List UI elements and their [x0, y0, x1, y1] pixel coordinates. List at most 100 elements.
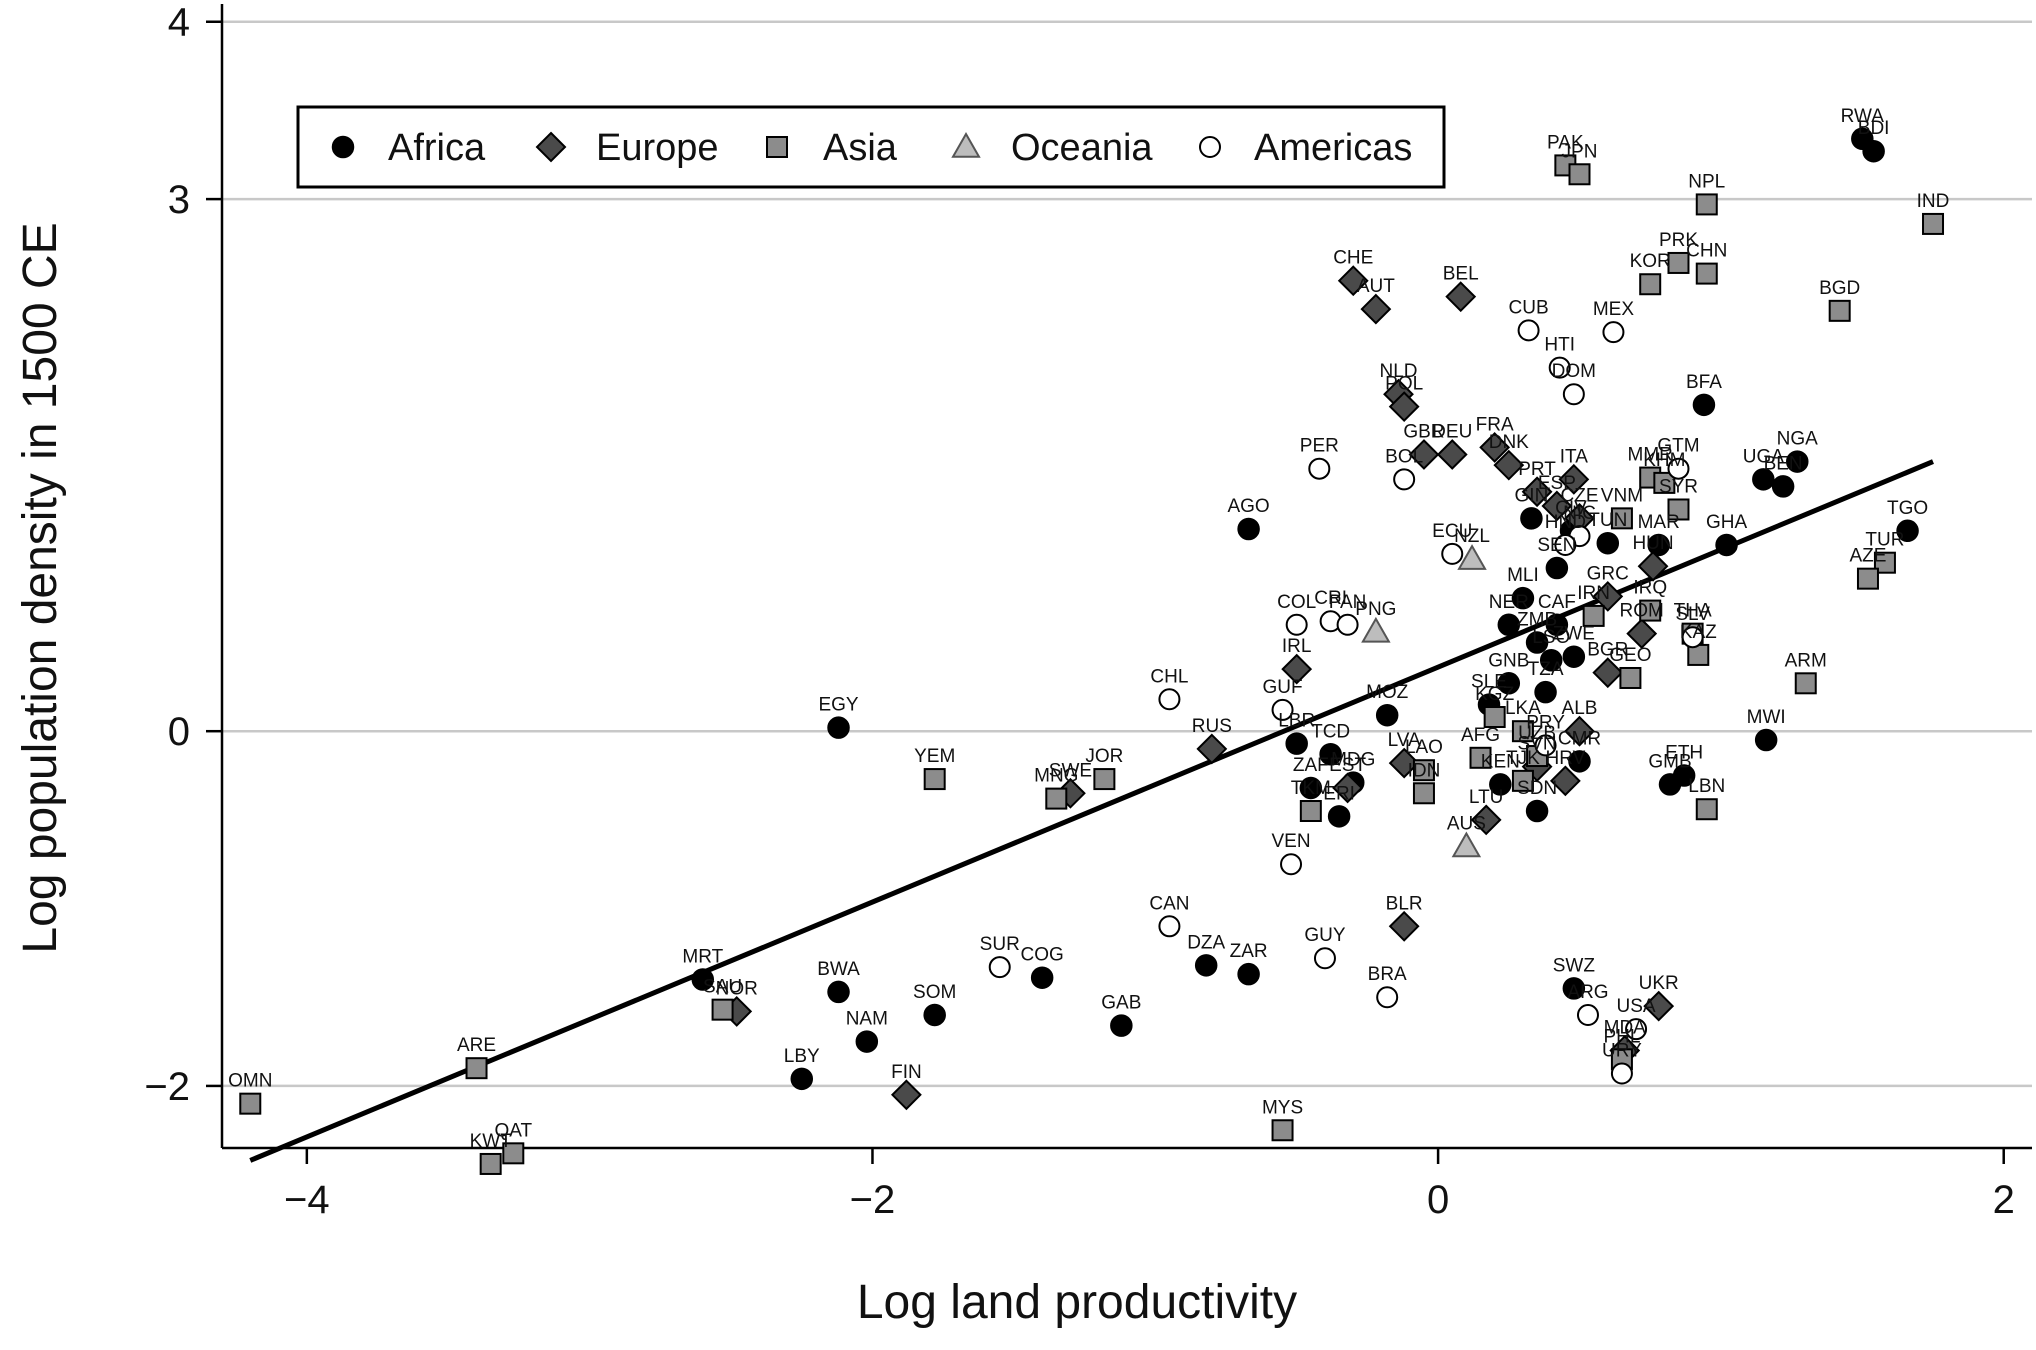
- data-point-esp: [1541, 490, 1573, 522]
- point-label-tur: TUR: [1865, 530, 1904, 551]
- data-point-uga: [1752, 468, 1775, 491]
- data-point-lao: [1412, 759, 1435, 782]
- point-label-dza: DZA: [1187, 932, 1225, 953]
- point-label-som: SOM: [913, 982, 956, 1003]
- point-label-bgr: BGR: [1587, 640, 1628, 661]
- point-label-fra: FRA: [1476, 414, 1514, 435]
- data-point-tun: [1596, 531, 1620, 555]
- data-point-png: [1361, 616, 1391, 643]
- point-label-cmr: CMR: [1558, 728, 1601, 749]
- data-point-omn: [239, 1092, 262, 1115]
- data-point-jpn: [1568, 163, 1591, 186]
- data-point-tkm: [1299, 800, 1322, 823]
- point-label-deu: DEU: [1432, 422, 1472, 443]
- point-label-hti: HTI: [1544, 335, 1575, 356]
- data-point-cmr: [1568, 750, 1591, 773]
- point-label-can: CAN: [1149, 893, 1189, 914]
- point-label-lbr: LBR: [1278, 711, 1315, 732]
- data-point-idn: [1412, 782, 1435, 805]
- data-point-can: [1158, 915, 1181, 938]
- point-label-ken: KEN: [1481, 751, 1520, 772]
- point-label-kwt: KWT: [470, 1131, 513, 1152]
- data-point-guf: [1271, 698, 1294, 721]
- data-point-fin: [890, 1079, 922, 1111]
- legend-label-americas: Americas: [1254, 127, 1412, 169]
- data-point-ecu: [1441, 542, 1464, 565]
- point-label-aut: AUT: [1357, 276, 1395, 297]
- point-label-bgd: BGD: [1819, 278, 1860, 299]
- x-tick-label: −2: [850, 1178, 896, 1222]
- data-point-bwa: [827, 980, 850, 1004]
- data-point-lso: [1539, 648, 1563, 672]
- data-point-zar: [1237, 962, 1260, 986]
- point-label-png: PNG: [1355, 599, 1396, 620]
- point-label-mys: MYS: [1262, 1097, 1303, 1118]
- data-point-pry: [1534, 734, 1557, 757]
- data-point-qat: [502, 1142, 525, 1165]
- data-point-yem: [923, 768, 946, 791]
- data-point-gtm: [1667, 457, 1690, 480]
- point-label-tza: TZA: [1528, 659, 1564, 680]
- x-tick-label: −4: [284, 1178, 330, 1222]
- point-label-eth: ETH: [1665, 743, 1703, 764]
- point-label-blr: BLR: [1386, 893, 1423, 914]
- data-point-kgz: [1483, 706, 1506, 729]
- data-point-zaf: [1299, 776, 1323, 800]
- y-tick-label: 0: [168, 710, 190, 754]
- point-label-yem: YEM: [914, 746, 955, 767]
- data-point-gha: [1715, 533, 1738, 557]
- point-label-tun: TUN: [1588, 510, 1627, 531]
- point-label-pol: POL: [1385, 374, 1423, 395]
- data-point-ita: [1558, 463, 1590, 495]
- point-label-kgz: KGZ: [1475, 684, 1514, 705]
- point-label-col: COL: [1277, 592, 1316, 613]
- point-label-lso: LSO: [1532, 627, 1570, 648]
- data-point-bra: [1376, 986, 1399, 1009]
- data-point-sdn: [1525, 799, 1549, 823]
- point-label-gin: GIN: [1515, 485, 1549, 506]
- data-point-rus: [1196, 733, 1228, 765]
- point-label-dnk: DNK: [1489, 432, 1529, 453]
- point-label-zar: ZAR: [1230, 941, 1268, 962]
- data-point-ner: [1497, 613, 1521, 637]
- legend-marker-africa: [331, 135, 355, 159]
- point-label-dom: DOM: [1552, 361, 1596, 382]
- data-point-bdi: [1862, 139, 1885, 163]
- point-label-tcd: TCD: [1311, 721, 1350, 742]
- data-point-lbn: [1695, 798, 1718, 821]
- point-label-rom: ROM: [1620, 601, 1664, 622]
- data-point-gab: [1110, 1014, 1133, 1037]
- data-point-egy: [827, 716, 850, 739]
- point-label-cub: CUB: [1509, 297, 1549, 318]
- y-axis-title: Log population density in 1500 CE: [14, 222, 67, 953]
- point-label-lao: LAO: [1405, 737, 1443, 758]
- point-label-hnd: HND: [1545, 512, 1586, 533]
- data-point-gmb: [1658, 773, 1682, 796]
- data-point-afg: [1469, 746, 1492, 769]
- data-point-nzl: [1457, 544, 1487, 570]
- point-label-are: ARE: [457, 1035, 496, 1056]
- point-label-bel: BEL: [1443, 264, 1479, 285]
- point-label-sau: SAU: [703, 977, 742, 998]
- data-point-mng: [1045, 787, 1068, 810]
- point-label-cri: CRI: [1314, 588, 1347, 609]
- point-label-sur: SUR: [980, 934, 1020, 955]
- data-point-slv: [1681, 626, 1704, 649]
- point-label-aze: AZE: [1849, 546, 1886, 567]
- point-label-fin: FIN: [891, 1062, 922, 1083]
- data-points: [239, 127, 1945, 1175]
- point-label-gab: GAB: [1101, 993, 1141, 1014]
- data-point-caf: [1545, 613, 1569, 637]
- point-label-bol: BOL: [1385, 446, 1423, 467]
- data-point-prk: [1667, 251, 1690, 274]
- y-tick-label: 3: [168, 178, 190, 222]
- legend-label-europe: Europe: [596, 127, 719, 169]
- data-point-alb: [1564, 715, 1595, 747]
- data-point-hun: [1637, 550, 1669, 582]
- data-point-mys: [1271, 1119, 1294, 1142]
- point-label-swe: SWE: [1049, 760, 1092, 781]
- point-label-mng: MNG: [1034, 766, 1078, 787]
- point-label-kor: KOR: [1630, 251, 1671, 272]
- data-point-moz: [1375, 703, 1399, 727]
